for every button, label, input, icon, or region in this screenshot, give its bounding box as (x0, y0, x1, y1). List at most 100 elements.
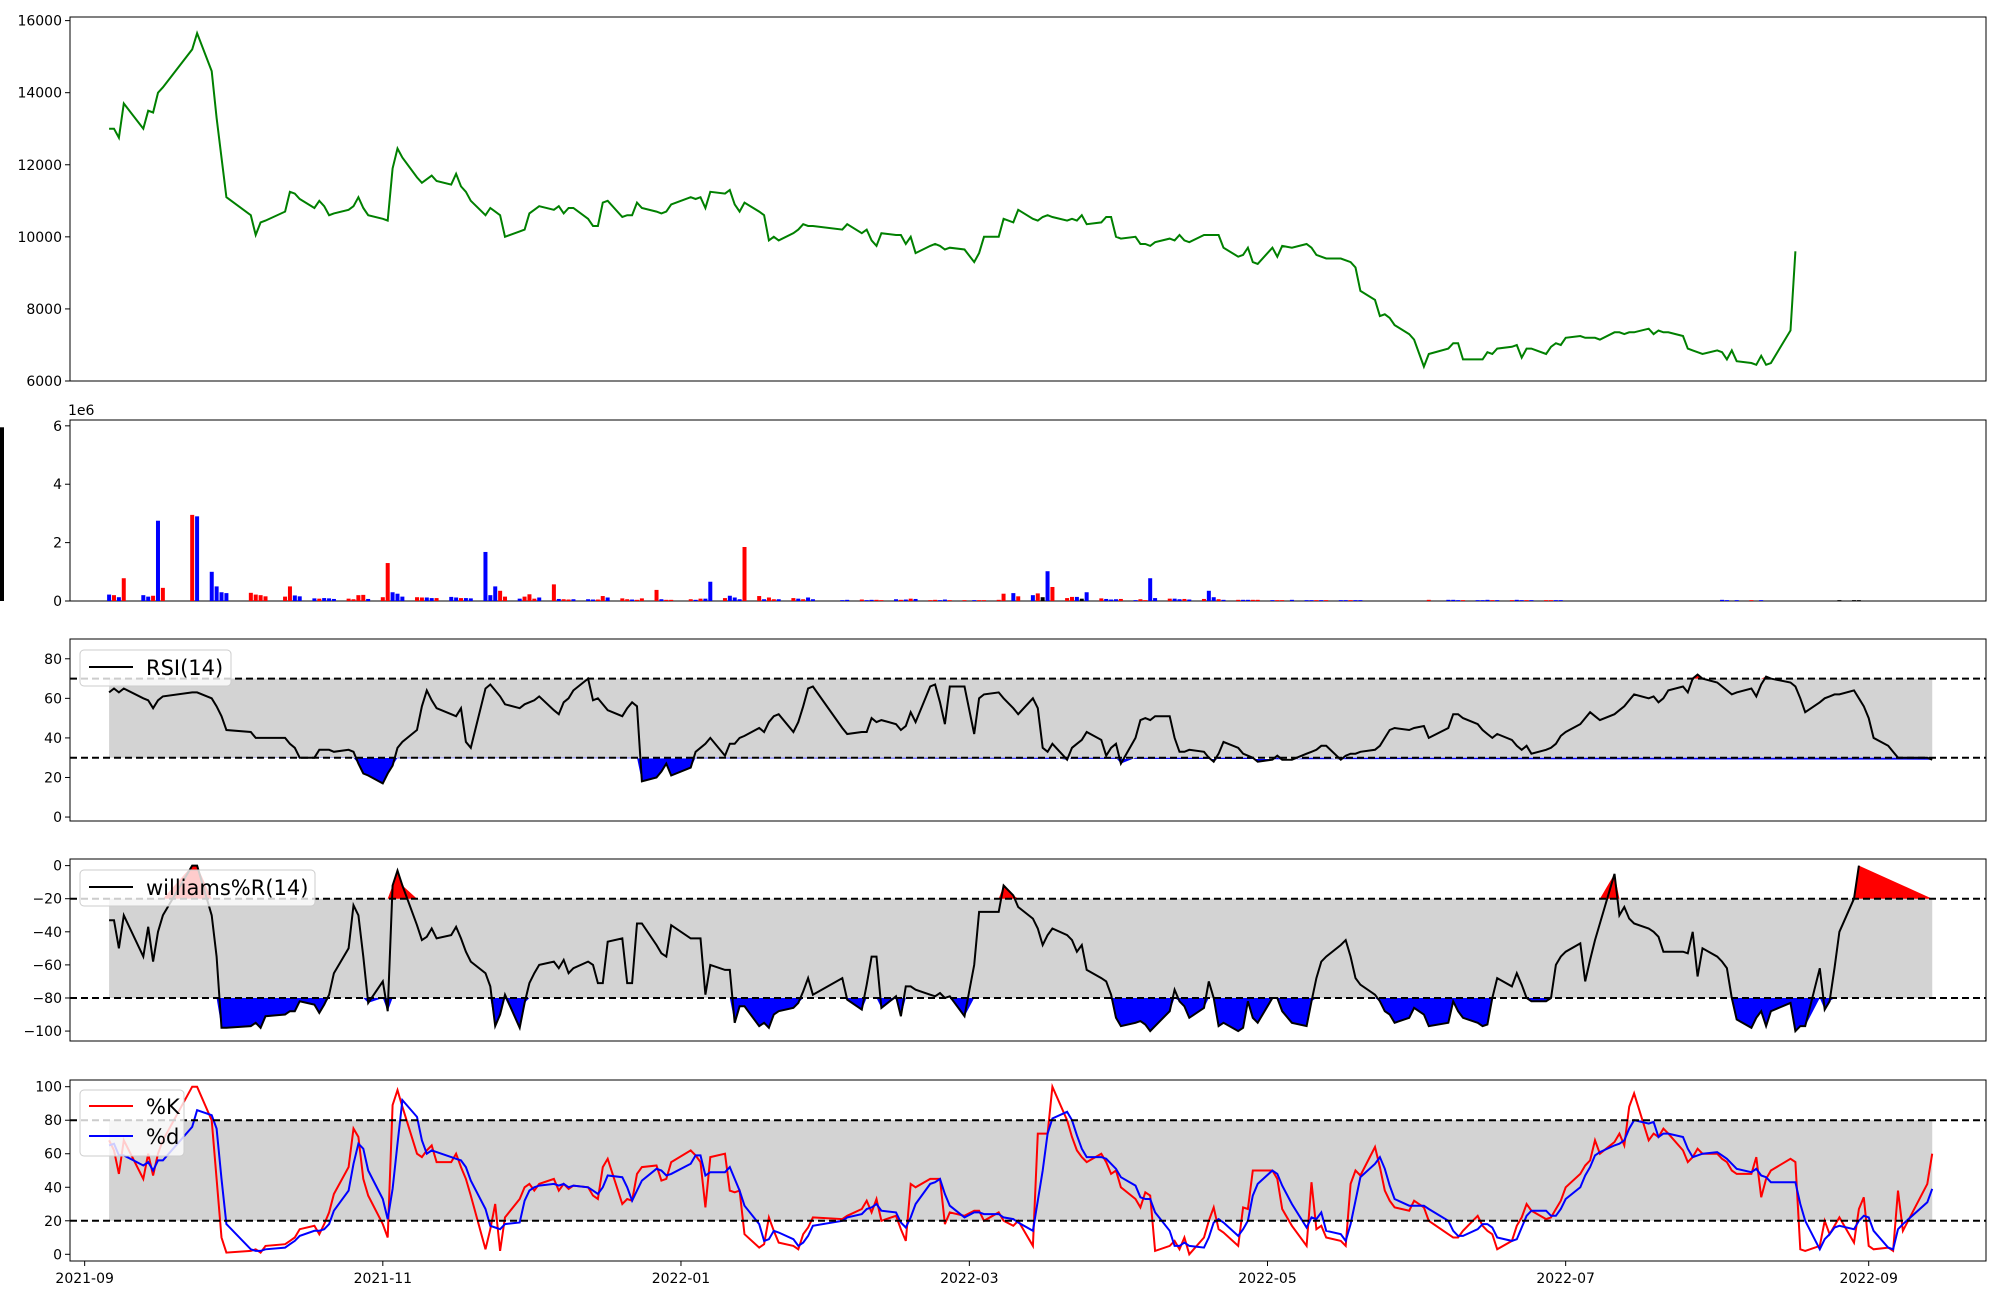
volume-bar (942, 599, 947, 601)
volume-bar (1759, 600, 1764, 601)
volume-bar (111, 595, 116, 601)
volume-bar (586, 599, 591, 601)
stochastic-ytick-label: 20 (44, 1214, 62, 1230)
rsi-ytick-label: 60 (44, 691, 62, 707)
volume-bar (796, 598, 801, 601)
rsi-legend: RSI(14) (79, 649, 232, 687)
volume-bar (703, 598, 708, 601)
volume-bar (1720, 599, 1725, 601)
volume-bar (708, 581, 713, 601)
volume-bar (947, 600, 952, 601)
volume-bar (263, 596, 268, 601)
volume-bar (1074, 596, 1079, 601)
volume-bar (1153, 598, 1158, 601)
x-tick-label: 2022-03 (940, 1271, 999, 1287)
volume-bar (688, 599, 693, 601)
volume-bar (1201, 598, 1206, 601)
volume-bar (1270, 600, 1275, 601)
volume-ytick-label: 0 (53, 594, 62, 610)
volume-bar (390, 592, 395, 601)
x-tick-label: 2022-05 (1238, 1271, 1297, 1287)
volume-bar (1558, 600, 1563, 601)
volume-bar (571, 599, 576, 601)
volume-bar (1524, 600, 1529, 601)
volume-bar (449, 596, 454, 601)
volume-bar (517, 598, 522, 601)
volume-bar (864, 600, 869, 601)
williams-r-legend-box (79, 869, 316, 907)
volume-bar (625, 599, 630, 601)
volume-bar (977, 600, 982, 601)
volume-bar (938, 600, 943, 601)
volume-bar (1358, 600, 1363, 601)
x-tick-label: 2021-09 (55, 1271, 114, 1287)
volume-bar (1856, 600, 1861, 601)
volume-bar (879, 600, 884, 601)
volume-bar (0, 427, 4, 601)
volume-bar (1172, 598, 1177, 601)
volume-bar (605, 597, 610, 601)
volume-bar (419, 597, 424, 601)
volume-bar (634, 599, 639, 601)
volume-bar (317, 598, 322, 601)
williams_r-oversold-fill (109, 998, 1933, 1032)
volume-bar (292, 595, 297, 601)
volume-bar (1509, 600, 1514, 601)
volume-bar (209, 571, 214, 601)
volume-bar (1275, 600, 1280, 601)
volume-bar (287, 586, 292, 601)
volume-bar (224, 593, 229, 601)
volume-bar (630, 599, 635, 601)
volume-bar (1143, 600, 1148, 601)
price-ytick-label: 16000 (17, 14, 62, 30)
volume-bar (620, 598, 625, 601)
volume-bar (1187, 599, 1192, 601)
volume-offset-label: 1e6 (68, 403, 95, 419)
volume-bar (693, 599, 698, 601)
volume-bar (903, 599, 908, 601)
volume-bar (1030, 595, 1035, 601)
volume-frame (69, 419, 1987, 602)
williams_r-ytick-label: −40 (32, 925, 62, 941)
volume-bar (322, 598, 327, 601)
williams_r-ytick-label: −100 (24, 1024, 62, 1040)
volume-bar (737, 599, 742, 601)
volume-bar (762, 599, 767, 601)
volume-bar (1133, 600, 1138, 601)
volume-bar (385, 563, 390, 601)
williams_r-ytick-label: −20 (32, 892, 62, 908)
volume-bar (742, 546, 747, 601)
volume-bar (806, 597, 811, 601)
volume-bar (1353, 600, 1358, 601)
volume-bar (527, 594, 532, 601)
volume-bar (1016, 596, 1021, 601)
volume-bar (248, 592, 253, 601)
volume-bar (400, 596, 405, 601)
volume-bar (1079, 598, 1084, 601)
volume-bar (1485, 599, 1490, 601)
volume-bar (107, 594, 112, 601)
volume-bar (659, 599, 664, 601)
volume-bar (840, 600, 845, 601)
volume-bar (874, 599, 879, 601)
volume-bar (1338, 600, 1343, 601)
stochastic-band (109, 1120, 1933, 1221)
williams_r-ytick-label: −80 (32, 991, 62, 1007)
volume-bar (669, 599, 674, 601)
volume-ytick-label: 6 (53, 419, 62, 435)
volume-bar (600, 596, 605, 601)
rsi-legend-box (79, 649, 232, 687)
volume-bar (1211, 597, 1216, 601)
volume-bar (1099, 598, 1104, 601)
volume-bar (146, 596, 151, 601)
volume-bar (361, 594, 366, 601)
x-tick-label: 2022-07 (1536, 1271, 1595, 1287)
volume-bar (429, 598, 434, 601)
volume-bar (116, 597, 121, 601)
volume-bar (498, 590, 503, 601)
volume-bar (1113, 599, 1118, 601)
volume-bar (327, 598, 332, 601)
stochastic-ytick-label: 100 (35, 1080, 62, 1096)
volume-bar (556, 598, 561, 601)
